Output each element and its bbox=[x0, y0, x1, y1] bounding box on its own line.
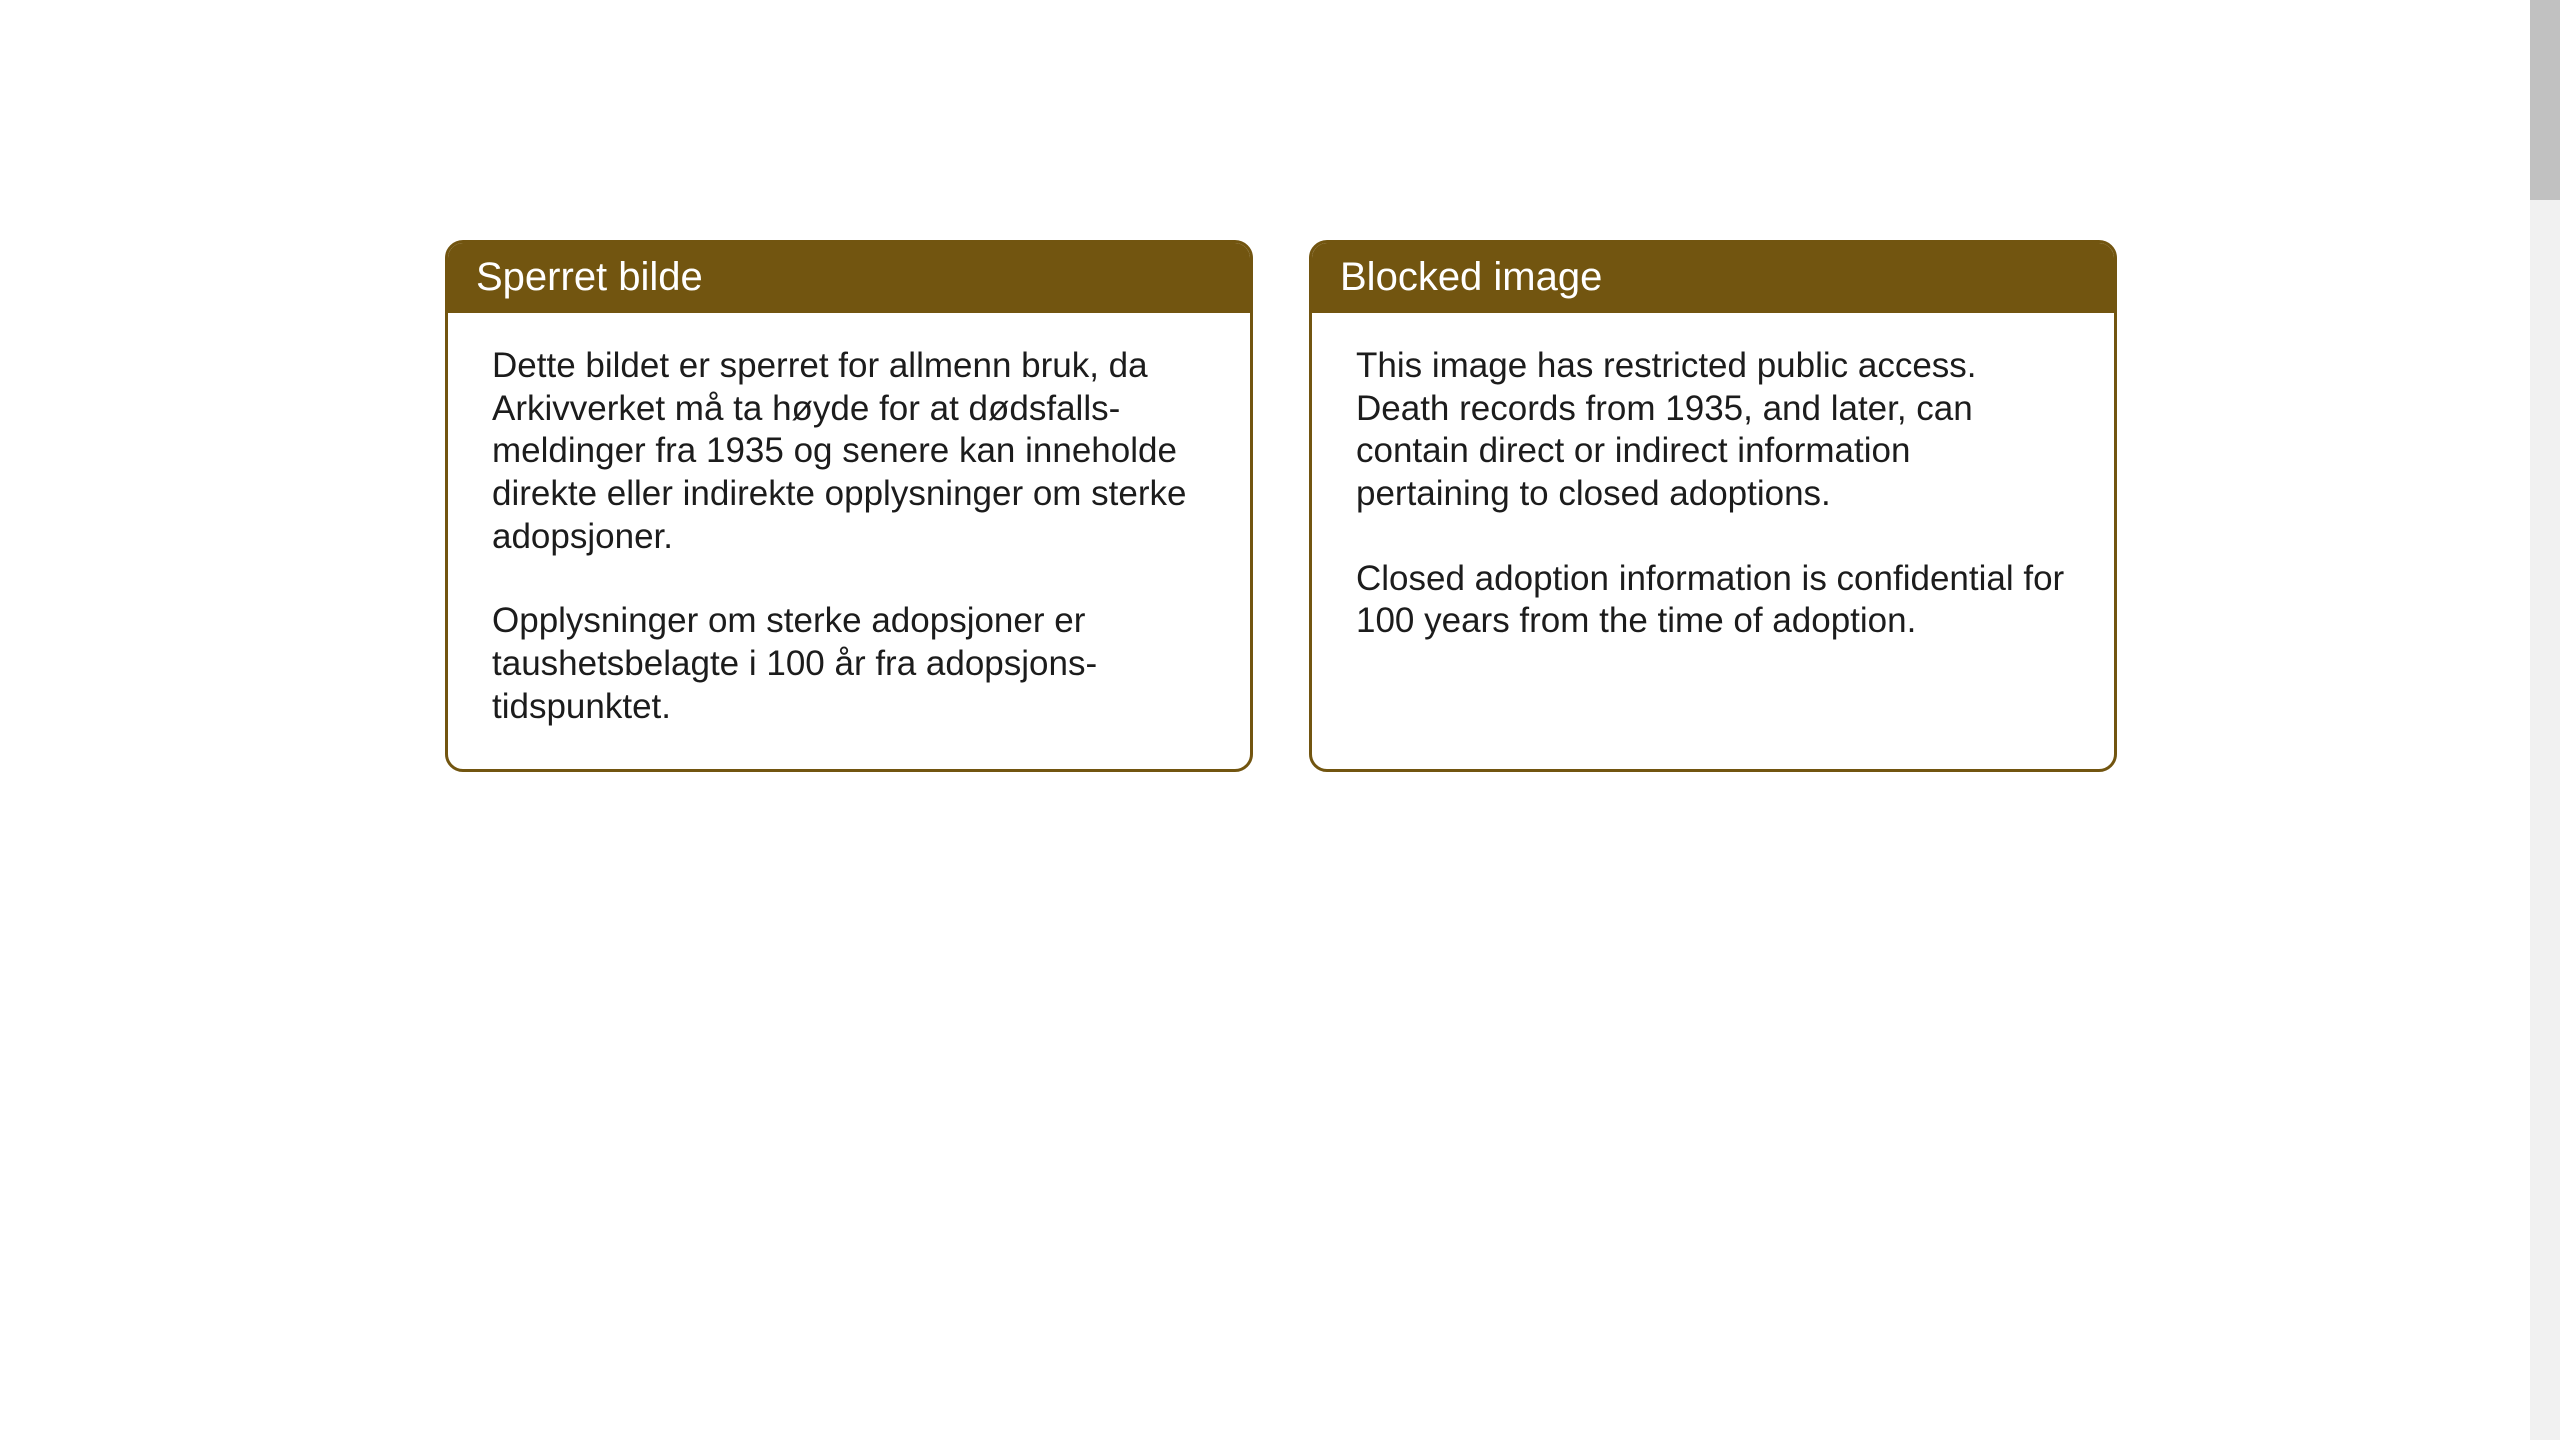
scrollbar-thumb[interactable] bbox=[2530, 0, 2560, 200]
card-title: Sperret bilde bbox=[476, 255, 703, 299]
card-title: Blocked image bbox=[1340, 255, 1602, 299]
notice-container: Sperret bilde Dette bildet er sperret fo… bbox=[445, 240, 2117, 772]
notice-card-english: Blocked image This image has restricted … bbox=[1309, 240, 2117, 772]
card-paragraph: Dette bildet er sperret for allmenn bruk… bbox=[492, 345, 1206, 558]
scrollbar-track[interactable] bbox=[2530, 0, 2560, 1440]
notice-card-norwegian: Sperret bilde Dette bildet er sperret fo… bbox=[445, 240, 1253, 772]
card-body: Dette bildet er sperret for allmenn bruk… bbox=[448, 313, 1250, 769]
card-body: This image has restricted public access.… bbox=[1312, 313, 2114, 683]
card-paragraph: Closed adoption information is confident… bbox=[1356, 558, 2070, 643]
card-paragraph: Opplysninger om sterke adopsjoner er tau… bbox=[492, 600, 1206, 728]
card-paragraph: This image has restricted public access.… bbox=[1356, 345, 2070, 516]
card-header: Blocked image bbox=[1312, 243, 2114, 313]
card-header: Sperret bilde bbox=[448, 243, 1250, 313]
